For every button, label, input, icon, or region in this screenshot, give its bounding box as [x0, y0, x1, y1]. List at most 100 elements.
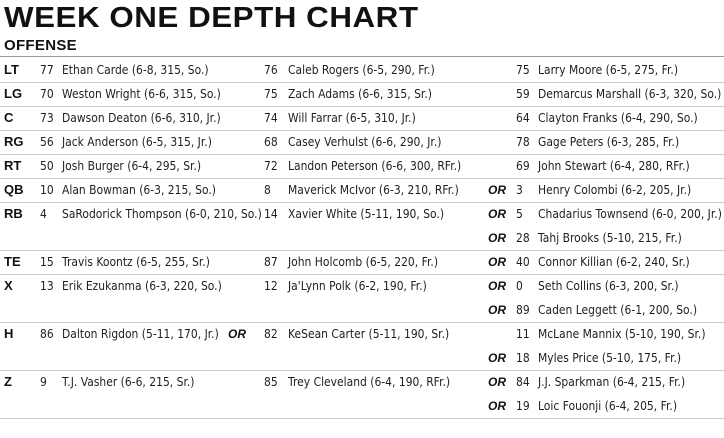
jersey-number: 4 [40, 206, 47, 221]
jersey-number: 72 [264, 158, 278, 173]
or-label: OR [488, 231, 506, 245]
jersey-number: 82 [264, 326, 278, 341]
jersey-number: 28 [516, 230, 530, 245]
jersey-number: 84 [516, 374, 530, 389]
or-label: OR [488, 207, 506, 221]
jersey-number: 86 [40, 326, 54, 341]
jersey-number: 8 [264, 182, 271, 197]
player-name: Zach Adams (6-6, 315, Sr.) [288, 86, 432, 101]
or-label: OR [488, 255, 506, 269]
jersey-number: 3 [516, 182, 523, 197]
position-label: QB [4, 182, 24, 197]
jersey-number: 14 [264, 206, 278, 221]
section-title: OFFENSE [4, 37, 77, 54]
position-label: X [4, 278, 13, 293]
jersey-number: 15 [40, 254, 54, 269]
jersey-number: 64 [516, 110, 530, 125]
position-label: Z [4, 374, 12, 389]
jersey-number: 18 [516, 350, 530, 365]
jersey-number: 10 [40, 182, 54, 197]
player-name: Dawson Deaton (6-6, 310, Jr.) [62, 110, 221, 125]
row-divider [0, 418, 724, 419]
jersey-number: 13 [40, 278, 54, 293]
jersey-number: 12 [264, 278, 278, 293]
header-divider [0, 56, 724, 57]
player-name: Jack Anderson (6-5, 315, Jr.) [62, 134, 212, 149]
jersey-number: 50 [40, 158, 54, 173]
row-divider [0, 82, 724, 83]
player-name: Casey Verhulst (6-6, 290, Jr.) [288, 134, 442, 149]
player-name: Will Farrar (6-5, 310, Jr.) [288, 110, 416, 125]
jersey-number: 89 [516, 302, 530, 317]
row-divider [0, 322, 724, 323]
jersey-number: 75 [516, 62, 530, 77]
page-title: WEEK ONE DEPTH CHART [4, 2, 419, 34]
player-name: Seth Collins (6-3, 200, Sr.) [538, 278, 679, 293]
player-name: Caden Leggett (6-1, 200, So.) [538, 302, 698, 317]
jersey-number: 59 [516, 86, 530, 101]
player-name: Tahj Brooks (5-10, 215, Fr.) [538, 230, 682, 245]
player-name: Clayton Franks (6-4, 290, So.) [538, 110, 698, 125]
position-label: RG [4, 134, 24, 149]
player-name: Connor Killian (6-2, 240, Sr.) [538, 254, 690, 269]
position-label: RB [4, 206, 23, 221]
player-name: John Stewart (6-4, 280, RFr.) [538, 158, 690, 173]
jersey-number: 75 [264, 86, 278, 101]
or-label: OR [488, 399, 506, 413]
jersey-number: 40 [516, 254, 530, 269]
row-divider [0, 274, 724, 275]
jersey-number: 19 [516, 398, 530, 413]
player-name: John Holcomb (6-5, 220, Fr.) [288, 254, 439, 269]
or-label: OR [488, 279, 506, 293]
or-label: OR [488, 375, 506, 389]
row-divider [0, 178, 724, 179]
player-name: Josh Burger (6-4, 295, Sr.) [62, 158, 202, 173]
player-name: Larry Moore (6-5, 275, Fr.) [538, 62, 679, 77]
position-label: H [4, 326, 14, 341]
position-label: TE [4, 254, 21, 269]
player-name: Landon Peterson (6-6, 300, RFr.) [288, 158, 462, 173]
position-label: LT [4, 62, 19, 77]
player-name: KeSean Carter (5-11, 190, Sr.) [288, 326, 450, 341]
player-name: Trey Cleveland (6-4, 190, RFr.) [288, 374, 451, 389]
player-name: Henry Colombi (6-2, 205, Jr.) [538, 182, 692, 197]
jersey-number: 85 [264, 374, 278, 389]
player-name: McLane Mannix (5-10, 190, Sr.) [538, 326, 706, 341]
jersey-number: 9 [40, 374, 47, 389]
row-divider [0, 370, 724, 371]
row-divider [0, 130, 724, 131]
or-label: OR [488, 303, 506, 317]
position-label: RT [4, 158, 22, 173]
row-divider [0, 154, 724, 155]
player-name: Loic Fouonji (6-4, 205, Fr.) [538, 398, 678, 413]
jersey-number: 69 [516, 158, 530, 173]
player-name: Ja'Lynn Polk (6-2, 190, Fr.) [288, 278, 427, 293]
player-name: Caleb Rogers (6-5, 290, Fr.) [288, 62, 435, 77]
player-name: Travis Koontz (6-5, 255, Sr.) [62, 254, 210, 269]
jersey-number: 11 [516, 326, 530, 341]
player-name: SaRodorick Thompson (6-0, 210, So.) [62, 206, 262, 221]
player-name: Gage Peters (6-3, 285, Fr.) [538, 134, 680, 149]
position-label: LG [4, 86, 23, 101]
player-name: Demarcus Marshall (6-3, 320, So.) [538, 86, 722, 101]
row-divider [0, 202, 724, 203]
jersey-number: 0 [516, 278, 523, 293]
player-name: Erik Ezukanma (6-3, 220, So.) [62, 278, 222, 293]
jersey-number: 78 [516, 134, 530, 149]
player-name: Ethan Carde (6-8, 315, So.) [62, 62, 209, 77]
player-name: Maverick McIvor (6-3, 210, RFr.) [288, 182, 459, 197]
player-name: T.J. Vasher (6-6, 215, Sr.) [62, 374, 195, 389]
jersey-number: 68 [264, 134, 278, 149]
player-name: Xavier White (5-11, 190, So.) [288, 206, 445, 221]
player-name: Chadarius Townsend (6-0, 200, Jr.) [538, 206, 722, 221]
jersey-number: 76 [264, 62, 278, 77]
jersey-number: 74 [264, 110, 278, 125]
jersey-number: 87 [264, 254, 278, 269]
player-name: Alan Bowman (6-3, 215, So.) [62, 182, 216, 197]
or-label: OR [228, 327, 246, 341]
row-divider [0, 106, 724, 107]
jersey-number: 77 [40, 62, 54, 77]
jersey-number: 70 [40, 86, 54, 101]
position-label: C [4, 110, 14, 125]
player-name: Myles Price (5-10, 175, Fr.) [538, 350, 682, 365]
